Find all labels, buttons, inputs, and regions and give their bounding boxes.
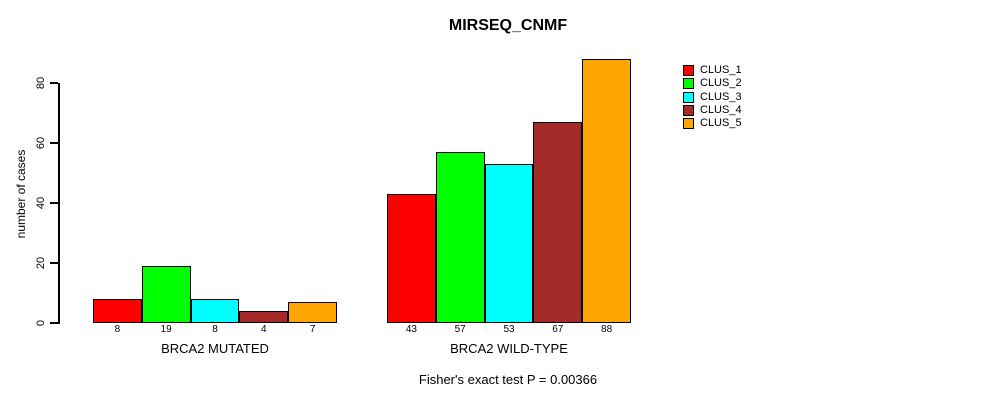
group-label: BRCA2 WILD-TYPE bbox=[450, 340, 568, 356]
bar-value-label: 8 bbox=[114, 323, 121, 335]
y-tick-mark bbox=[50, 322, 58, 324]
legend: CLUS_1 CLUS_2 CLUS_3 CLUS_4 CLUS_5 bbox=[683, 64, 742, 130]
bar-value-label: 8 bbox=[212, 323, 218, 335]
y-tick-mark bbox=[50, 262, 58, 264]
bar-value-label: 19 bbox=[160, 323, 172, 335]
bar-clus_5-group1 bbox=[288, 302, 337, 323]
y-tick-label: 40 bbox=[35, 196, 47, 210]
y-tick-label: 60 bbox=[35, 136, 47, 150]
bar-clus_5-group2 bbox=[582, 59, 631, 323]
bar-clus_3-group1 bbox=[190, 299, 240, 323]
bar-clus_4-group1 bbox=[239, 311, 289, 323]
bar-value-label: 57 bbox=[454, 323, 466, 335]
legend-swatch-clus_5 bbox=[683, 118, 694, 130]
bar-value-label: 43 bbox=[405, 323, 417, 335]
y-axis-line bbox=[58, 83, 60, 324]
legend-item: CLUS_2 bbox=[683, 77, 742, 90]
legend-swatch-clus_1 bbox=[683, 65, 694, 77]
fisher-test-annotation: Fisher's exact test P = 0.00366 bbox=[418, 371, 598, 387]
legend-item: CLUS_1 bbox=[683, 64, 742, 77]
legend-swatch-clus_2 bbox=[683, 78, 694, 90]
y-tick-label: 80 bbox=[35, 76, 47, 90]
legend-label: CLUS_3 bbox=[700, 90, 742, 103]
y-axis-title: number of cases bbox=[14, 149, 28, 239]
bar-clus_3-group2 bbox=[484, 164, 534, 323]
y-tick-mark bbox=[50, 142, 58, 144]
bar-value-label: 7 bbox=[309, 323, 316, 335]
legend-item: CLUS_4 bbox=[683, 104, 742, 117]
chart-title: MIRSEQ_CNMF bbox=[448, 17, 568, 34]
bar-clus_1-group1 bbox=[93, 299, 142, 323]
legend-label: CLUS_1 bbox=[700, 64, 742, 77]
bar-clus_4-group2 bbox=[533, 122, 583, 323]
legend-label: CLUS_4 bbox=[700, 104, 742, 117]
y-tick-mark bbox=[50, 202, 58, 204]
y-tick-label: 20 bbox=[35, 256, 47, 270]
legend-label: CLUS_2 bbox=[700, 77, 742, 90]
group-label: BRCA2 MUTATED bbox=[161, 340, 269, 356]
legend-label: CLUS_5 bbox=[700, 117, 742, 130]
bar-clus_2-group1 bbox=[141, 266, 191, 323]
bar-value-label: 67 bbox=[552, 323, 564, 335]
legend-item: CLUS_3 bbox=[683, 91, 742, 104]
legend-swatch-clus_3 bbox=[683, 91, 694, 103]
legend-swatch-clus_4 bbox=[683, 105, 694, 117]
bar-value-label: 4 bbox=[261, 323, 267, 335]
bar-value-label: 88 bbox=[601, 323, 613, 335]
bar-clus_1-group2 bbox=[387, 194, 436, 323]
y-tick-label: 0 bbox=[35, 319, 47, 327]
legend-item: CLUS_5 bbox=[683, 117, 742, 130]
bar-clus_2-group2 bbox=[435, 152, 485, 323]
bar-value-label: 53 bbox=[503, 323, 515, 335]
y-tick-mark bbox=[50, 82, 58, 84]
